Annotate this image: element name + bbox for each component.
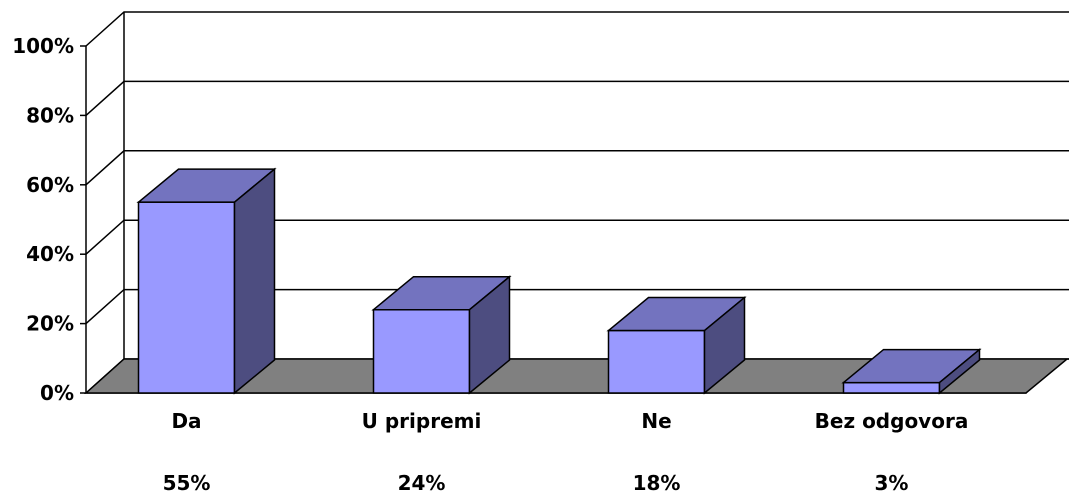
bar-front <box>842 381 941 394</box>
y-tick-label: 40% <box>26 242 74 266</box>
bars <box>136 167 982 395</box>
value-label: 18% <box>633 471 681 495</box>
gridline <box>85 80 1069 116</box>
bar-side <box>703 295 746 395</box>
gridline <box>85 288 1069 325</box>
value-labels: 55% 24% 18% 3% <box>163 471 909 495</box>
gridline <box>85 11 1069 47</box>
bar-side <box>233 167 276 395</box>
y-tick-label: 60% <box>26 173 74 197</box>
gridlines <box>85 11 1069 325</box>
gridline <box>85 150 1069 186</box>
y-tick-label: 20% <box>26 312 74 336</box>
bar-front <box>372 308 471 394</box>
x-category-label: Ne <box>641 409 671 433</box>
gridline <box>85 219 1069 255</box>
value-label: 24% <box>398 471 446 495</box>
x-category-label: U pripremi <box>362 409 482 433</box>
value-label: 3% <box>875 471 909 495</box>
x-axis-labels: Da U pripremi Ne Bez odgovora <box>171 409 968 433</box>
bar-side <box>938 347 981 395</box>
value-label: 55% <box>163 471 211 495</box>
bar <box>371 275 512 395</box>
chart-walls <box>85 12 125 393</box>
y-tick-label: 80% <box>26 103 74 127</box>
y-axis-ticks: 0% 20% 40% 60% 80% 100% <box>12 34 86 405</box>
bar <box>606 295 747 395</box>
bar <box>841 347 982 395</box>
bar-front <box>607 329 706 394</box>
chart-floor <box>84 358 1069 394</box>
x-category-label: Bez odgovora <box>815 409 969 433</box>
y-tick-label: 0% <box>40 381 74 405</box>
x-category-label: Da <box>171 409 201 433</box>
y-tick-label: 100% <box>12 34 74 58</box>
bar-front <box>137 201 236 394</box>
bar <box>136 167 277 395</box>
bar-side <box>468 275 511 395</box>
